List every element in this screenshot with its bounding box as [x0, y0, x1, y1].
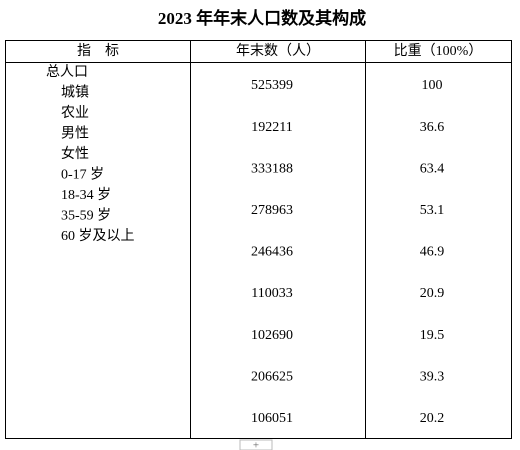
handle-icon: +: [253, 440, 259, 450]
share-value: 36.6: [420, 120, 445, 135]
indicator: 农业: [61, 105, 89, 121]
share-value: 63.4: [420, 161, 445, 176]
share-value: 20.9: [420, 286, 445, 301]
indicator: 60 岁及以上: [61, 228, 135, 244]
share-value: 20.2: [420, 411, 445, 426]
share-value: 19.5: [420, 328, 445, 343]
year-end-value: 206625: [251, 369, 293, 384]
indicator: 18-34 岁: [61, 187, 111, 203]
year-end-value: 192211: [251, 120, 292, 135]
indicator: 总人口: [46, 64, 88, 80]
year-end-value: 246436: [251, 245, 293, 260]
indicator: 女性: [61, 145, 89, 162]
year-end-value: 106051: [251, 411, 293, 426]
year-end-value: 110033: [251, 286, 292, 301]
indicator: 0-17 岁: [61, 167, 104, 183]
year-end-value: 333188: [251, 161, 293, 176]
year-end-value: 278963: [251, 203, 293, 218]
column-header: 比重（100%）: [394, 43, 483, 59]
share-value: 39.3: [420, 369, 445, 384]
share-value: 46.9: [420, 245, 445, 260]
year-end-value: 525399: [251, 78, 293, 93]
column-header: 指 标: [77, 43, 119, 59]
share-value: 53.1: [420, 203, 445, 218]
year-end-value: 102690: [251, 328, 293, 343]
indicator: 男性: [61, 126, 89, 142]
share-value: 100: [422, 78, 443, 93]
indicator: 城镇: [61, 85, 89, 101]
indicator: 35-59 岁: [61, 208, 111, 224]
column-header: 年末数（人）: [236, 43, 320, 59]
table-title: 2023 年年末人口数及其构成: [158, 8, 366, 28]
resize-handle: [239, 439, 273, 450]
